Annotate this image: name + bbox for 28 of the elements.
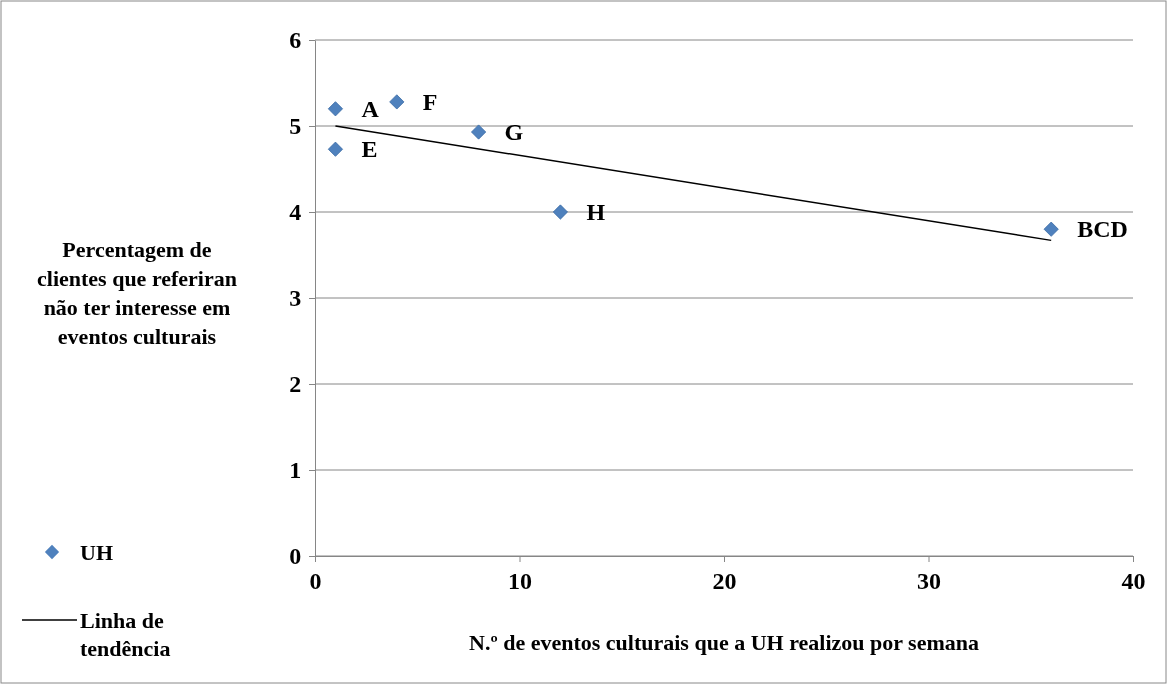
annotation: BCD [1077,216,1128,243]
x-tick-label: 0 [309,568,322,594]
point [327,101,343,117]
x-tick-label: 40 [1121,568,1146,594]
annotation: A [361,95,380,122]
annotation: H [586,199,606,225]
y-tick-label: 3 [289,285,302,312]
y-tick-label: 1 [289,457,302,484]
point [471,124,487,140]
annotation: G [504,119,524,146]
x-tick-label: 20 [712,568,737,594]
x-axis-title: N.º de eventos culturais que a UH realizou por semana [469,630,979,655]
y-tick-label: 6 [289,27,302,54]
x-tick-label: 30 [917,568,941,594]
y-tick-label: 4 [289,199,302,226]
x-tick-label: 10 [508,568,532,594]
legend-label: UH [80,540,113,565]
point [552,204,568,220]
y-axis-title: Percentagem de clientes que referiran não ter interesse em eventos culturais [37,236,237,349]
annotation: E [361,136,378,163]
y-tick-label: 5 [289,113,302,140]
point [1043,221,1059,237]
annotation: F [422,88,438,115]
y-tick-label: 0 [289,543,302,570]
point [389,94,405,110]
point [327,141,343,157]
y-tick-label: 2 [289,371,302,398]
legend-label: Linha de tendência [80,608,171,661]
